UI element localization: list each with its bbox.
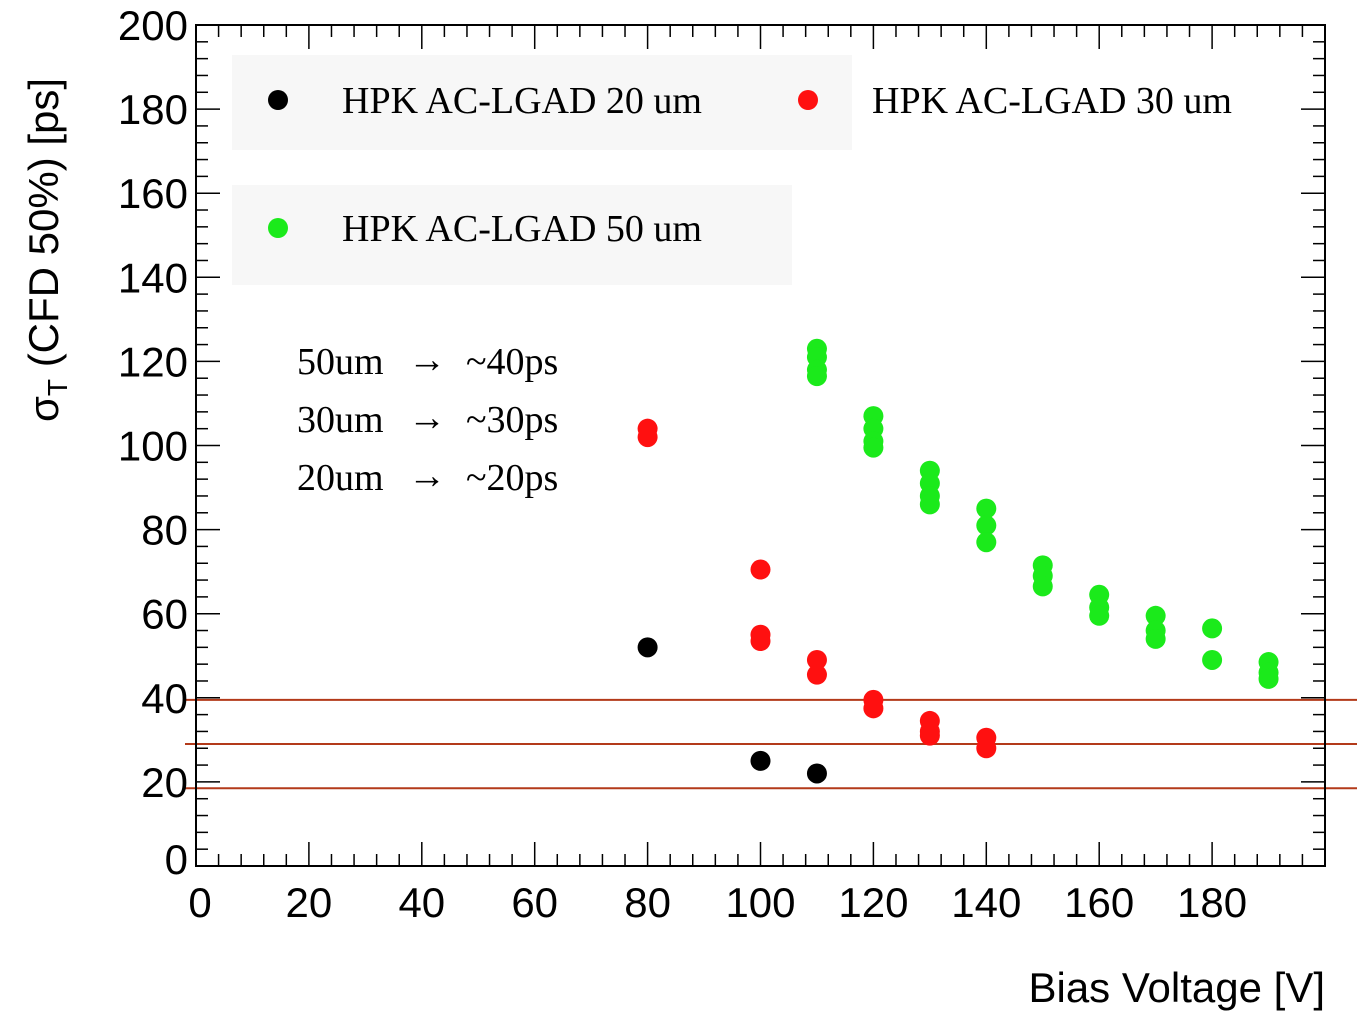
reference-lines	[185, 698, 1357, 790]
y-tick-label: 200	[118, 2, 188, 49]
data-point	[806, 664, 827, 685]
annotation-size: 30um	[297, 399, 384, 441]
data-point	[863, 698, 884, 719]
data-point	[750, 631, 771, 652]
x-tick-label: 100	[725, 879, 795, 926]
legend-marker	[268, 90, 288, 110]
annotation-resolution: ~30ps	[466, 399, 558, 441]
annotation-arrow: →	[408, 397, 446, 439]
x-tick-label: 20	[286, 879, 333, 926]
x-tick-label: 180	[1177, 879, 1247, 926]
axis-ticks	[195, 24, 1326, 867]
x-tick-label: 120	[838, 879, 908, 926]
data-point	[637, 427, 658, 448]
y-tick-label: 0	[165, 836, 188, 883]
y-tick-label: 100	[118, 423, 188, 470]
data-point	[976, 515, 997, 536]
tick-labels: 0 20 40 60 80 100 120 140 160 180 0 20 40 60 80 100 120 1…	[118, 2, 1247, 926]
data-point	[1145, 628, 1166, 649]
x-axis-title: Bias Voltage [V]	[1028, 964, 1325, 1011]
x-tick-label: 80	[624, 879, 671, 926]
y-tick-label: 120	[118, 338, 188, 385]
data-point	[1202, 649, 1223, 670]
legend-label: HPK AC-LGAD 20 um	[342, 80, 702, 122]
legend-panel-bottom	[232, 185, 792, 285]
y-axis-title-sigma: σ	[20, 396, 67, 422]
y-tick-label: 180	[118, 86, 188, 133]
annotation-arrow: →	[408, 455, 446, 497]
legend-marker	[268, 218, 288, 238]
annotation-size: 50um	[297, 341, 384, 383]
data-point	[637, 637, 658, 658]
data-point	[1202, 618, 1223, 639]
legend-box	[232, 55, 852, 285]
legend-panel-top	[232, 55, 852, 150]
data-point	[806, 763, 827, 784]
x-tick-label: 60	[511, 879, 558, 926]
y-tick-label: 40	[141, 675, 188, 722]
annotations: 50um → ~40ps 30um → ~30ps 20um → ~20ps	[297, 339, 558, 499]
x-tick-label: 160	[1064, 879, 1134, 926]
data-point	[1089, 605, 1110, 626]
x-tick-label: 40	[398, 879, 445, 926]
annotation-arrow: →	[408, 339, 446, 381]
data-point	[1032, 576, 1053, 597]
data-point	[919, 725, 940, 746]
annotation-size: 20um	[297, 457, 384, 499]
data-point	[806, 366, 827, 387]
data-point	[976, 738, 997, 759]
y-tick-label: 140	[118, 254, 188, 301]
y-axis-title-rest: (CFD 50%) [ps]	[20, 78, 67, 379]
data-point	[750, 559, 771, 580]
legend-label: HPK AC-LGAD 50 um	[342, 208, 702, 250]
x-tick-label: 0	[188, 879, 211, 926]
data-point	[919, 494, 940, 515]
data-point	[750, 750, 771, 771]
annotation-resolution: ~40ps	[466, 341, 558, 383]
x-tick-label: 140	[951, 879, 1021, 926]
y-axis-title: σT (CFD 50%) [ps]	[20, 78, 73, 422]
y-tick-label: 80	[141, 507, 188, 554]
data-point	[976, 498, 997, 519]
data-point	[1145, 605, 1166, 626]
data-point	[806, 649, 827, 670]
y-tick-label: 60	[141, 591, 188, 638]
data-point	[863, 437, 884, 458]
data-point	[976, 532, 997, 553]
legend: HPK AC-LGAD 20 um HPK AC-LGAD 30 um HPK AC…	[268, 80, 1232, 250]
legend-marker	[798, 90, 818, 110]
y-tick-label: 160	[118, 170, 188, 217]
data-point	[1258, 668, 1279, 689]
y-tick-label: 20	[141, 759, 188, 806]
annotation-resolution: ~20ps	[466, 457, 558, 499]
data-points	[637, 338, 1279, 784]
legend-label: HPK AC-LGAD 30 um	[872, 80, 1232, 122]
y-axis-title-subscript: T	[42, 379, 73, 396]
